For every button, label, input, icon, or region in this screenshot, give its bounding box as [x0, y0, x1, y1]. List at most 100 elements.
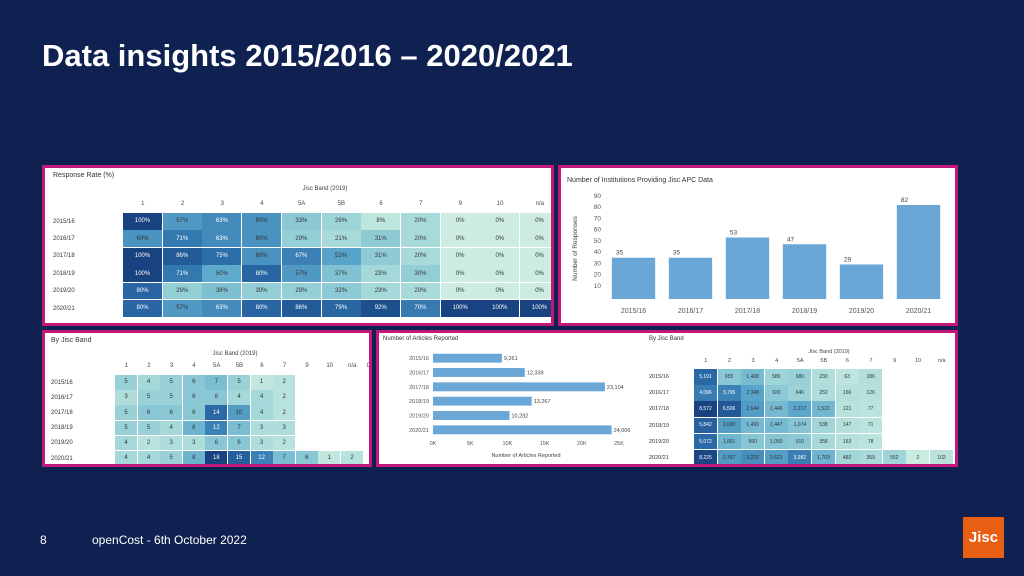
table-cell: 1,446	[764, 401, 788, 417]
data-label: 82	[901, 197, 909, 204]
table-cell: 53%	[321, 247, 361, 265]
table-cell	[341, 375, 363, 390]
table-cell: 0%	[480, 282, 520, 300]
band-label: Jisc Band (2019)	[212, 351, 258, 357]
x-tick-label: 20K	[577, 441, 587, 447]
table-cell: 63%	[202, 230, 242, 248]
column-header: 10	[915, 358, 922, 364]
data-label: 47	[787, 236, 795, 243]
table-cell: 646	[788, 385, 812, 401]
table-cell: 2	[273, 405, 296, 420]
table-cell: 2,217	[788, 401, 812, 417]
table-cell: 33%	[281, 213, 321, 230]
table-cell: 0%	[520, 230, 551, 248]
table-cell: 80%	[123, 282, 163, 300]
table-cell: 1	[250, 375, 273, 390]
table-cell: 6,506	[717, 401, 741, 417]
table-cell: 29%	[162, 282, 202, 300]
table-cell: 60%	[242, 213, 282, 230]
table-cell: 7	[205, 375, 228, 390]
table-cell: 4	[137, 375, 160, 390]
table-cell: 26%	[321, 213, 361, 230]
y-tick-label: 2015/16	[409, 356, 429, 362]
table-cell: 63%	[202, 213, 242, 230]
table-cell: 31%	[361, 247, 401, 265]
table-cell: 100%	[520, 300, 551, 317]
y-axis-label: Number of Responses	[572, 215, 579, 280]
table-cell: 6	[182, 390, 205, 405]
table-cell: 552	[882, 450, 906, 464]
table-cell: 7	[273, 451, 296, 464]
table-cell: 5	[115, 375, 137, 390]
table-cell: 1,522	[812, 401, 835, 417]
table-cell: 86%	[162, 247, 202, 265]
row-label: 2018/19	[649, 422, 669, 429]
table-cell	[296, 405, 318, 420]
table-cell	[296, 375, 318, 390]
table-cell	[296, 436, 318, 451]
y-tick-label: 20	[594, 272, 602, 279]
table-cell: 4	[115, 435, 137, 451]
table-cell: 6	[182, 405, 205, 420]
table-cell: 0%	[440, 282, 480, 300]
table-cell: 186	[859, 369, 883, 385]
total-cell: 53	[364, 405, 369, 420]
jisc-logo: Jisc	[963, 517, 1004, 558]
data-label: 53	[730, 230, 738, 237]
y-tick-label: 2017/18	[409, 385, 429, 391]
y-tick-label: 40	[594, 249, 602, 256]
table-cell: 5	[137, 420, 160, 436]
table-cell	[930, 418, 953, 434]
table-cell: 86%	[281, 300, 321, 317]
table-cell: 6	[295, 451, 318, 464]
column-header: 2	[147, 363, 151, 369]
column-header: 3	[751, 358, 755, 364]
table-cell: 359	[859, 450, 883, 464]
page-number: 8	[40, 533, 47, 547]
table-cell: 3	[273, 420, 296, 436]
row-label: 2016/17	[53, 236, 75, 243]
table-cell	[906, 401, 929, 417]
chart-title: Number of Institutions Providing Jisc AP…	[567, 177, 713, 184]
x-tick-label: 0K	[430, 441, 437, 447]
table-cell: 1,408	[741, 369, 765, 385]
total-cell: 35	[364, 375, 369, 390]
table-cell	[930, 434, 953, 450]
table-cell: 60%	[242, 247, 282, 265]
table-cell: 5,191	[694, 369, 717, 385]
row-label: 2019/20	[649, 438, 669, 445]
y-tick-label: 80	[594, 204, 602, 211]
table-cell: 0%	[520, 282, 551, 300]
table-cell: 20%	[400, 230, 440, 248]
table-cell: 29%	[281, 282, 321, 300]
row-label: 2015/16	[649, 374, 669, 381]
table-cell: 0%	[480, 213, 520, 230]
table-cell	[906, 434, 929, 450]
table-cell: 8%	[361, 213, 401, 230]
x-tick-label: 2020/21	[906, 308, 931, 315]
bar	[433, 411, 510, 420]
table-cell: 78	[859, 433, 883, 450]
table-cell: 6	[205, 435, 228, 451]
data-label: 12,339	[527, 371, 544, 377]
x-tick-label: 2018/19	[792, 308, 817, 315]
table-cell: 358	[812, 433, 835, 450]
table-cell: 92%	[361, 300, 401, 317]
table-cell: 77	[859, 401, 883, 417]
data-label: 35	[673, 250, 681, 257]
table-cell	[883, 418, 906, 434]
column-header: 5A	[213, 363, 221, 369]
table-cell: 0%	[440, 213, 480, 230]
column-header: 4	[192, 363, 196, 369]
bar	[433, 396, 532, 406]
table-cell: 3	[250, 420, 273, 436]
table-cell: 2,644	[741, 401, 765, 417]
table-cell: 2	[273, 390, 296, 405]
table-cell: 100%	[123, 265, 163, 282]
bar	[896, 204, 941, 299]
table-cell: 80%	[242, 300, 282, 317]
table-cell: 3,222	[741, 450, 765, 464]
table-cell: 31%	[361, 230, 401, 248]
chart-title: Number of Articles Reported	[383, 336, 459, 342]
table-cell: 4,096	[694, 385, 717, 401]
